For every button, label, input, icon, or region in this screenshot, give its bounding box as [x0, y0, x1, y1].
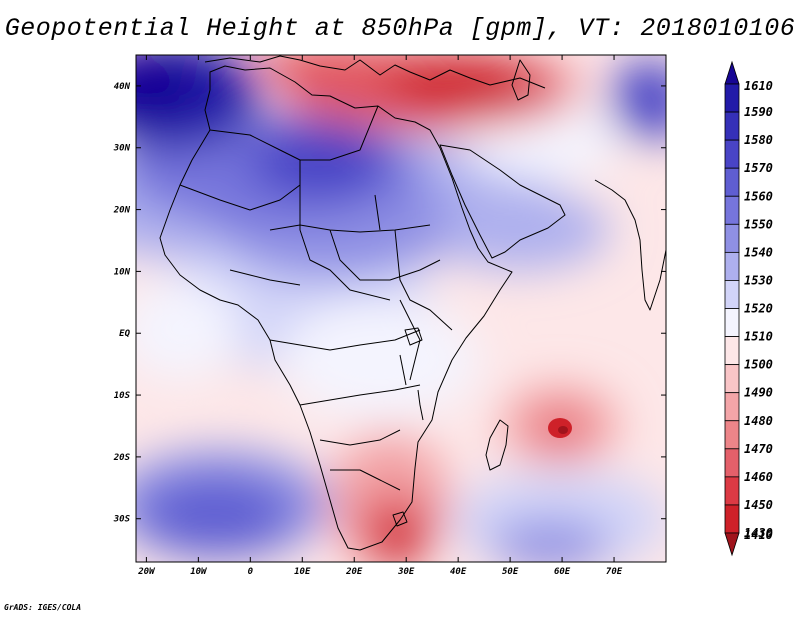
- colorbar-swatch: [724, 364, 740, 394]
- grads-credit: GrADS: IGES/COLA: [4, 603, 82, 612]
- colorbar-label: 1480: [744, 414, 773, 428]
- border-12: [229, 269, 301, 286]
- colorbar-swatch: [724, 195, 740, 225]
- colorbar-swatch: [724, 420, 740, 450]
- colorbar-label: 1610: [744, 79, 773, 93]
- lon-tick-label: 10W: [190, 567, 208, 577]
- border-4: [299, 160, 391, 301]
- lon-tick-label: 50E: [502, 567, 519, 577]
- lake-victoria: [404, 327, 423, 346]
- lake-malawi: [417, 389, 424, 421]
- map-title: Geopotential Height at 850hPa [gpm], VT:…: [4, 14, 796, 43]
- lon-tick-label: 20E: [345, 567, 363, 577]
- colorbar-label: 1540: [744, 245, 773, 259]
- colorbar: 1610 1590 1580 1570 1560 1550 1540 1530 1520 1510…: [724, 60, 773, 557]
- colorbar-label: 1580: [744, 133, 773, 147]
- lat-tick-label: 10N: [114, 267, 131, 277]
- lon-tick-label: 70E: [606, 567, 623, 577]
- colorbar-swatch: [724, 139, 740, 169]
- height-field: [136, 55, 666, 562]
- colorbar-swatch: [724, 83, 740, 113]
- india-coastline: [594, 179, 666, 311]
- map-frame: [135, 54, 667, 563]
- caspian-coastline: [511, 59, 531, 101]
- colorbar-swatch: [724, 504, 740, 534]
- border-5: [329, 229, 441, 281]
- lon-tick-label: 10E: [294, 567, 311, 577]
- border-9: [299, 384, 421, 406]
- colorbar-swatch: [724, 308, 740, 337]
- colorbar-label: 1510: [744, 330, 773, 344]
- colorbar-label: 1500: [744, 358, 773, 372]
- lat-tick-label: EQ: [119, 329, 130, 339]
- lesotho-border: [392, 511, 408, 527]
- arabia-coastline: [439, 144, 566, 259]
- colorbar-label: 1460: [744, 470, 773, 484]
- colorbar-label: 1570: [744, 161, 773, 175]
- longitude-axis: 20W 10W 0 10E 20E 30E 40E 50E 60E 70E: [137, 55, 623, 577]
- africa-coastline: [159, 65, 513, 551]
- lon-tick-label: 0: [248, 567, 254, 577]
- lon-tick-label: 30E: [397, 567, 415, 577]
- colorbar-swatch: [724, 392, 740, 422]
- lake-tanganyika: [399, 354, 407, 386]
- colorbar-swatch: [724, 336, 740, 366]
- border-10: [319, 429, 401, 446]
- border-6: [374, 194, 381, 231]
- colorbar-swatch: [724, 111, 740, 141]
- border-13: [399, 299, 421, 381]
- border-8: [269, 329, 421, 351]
- colorbar-label: 1550: [744, 217, 773, 231]
- colorbar-top-arrow: [724, 60, 740, 85]
- colorbar-swatch: [724, 167, 740, 197]
- border-2: [179, 184, 301, 211]
- colorbar-label: 1590: [744, 105, 773, 119]
- colorbar-label: 1450: [744, 498, 773, 512]
- lat-tick-label: 10S: [114, 391, 131, 401]
- colorbar-label: 1470: [744, 442, 773, 456]
- colorbar-swatch: [724, 476, 740, 506]
- colorbar-label: 1410: [744, 528, 773, 542]
- colorbar-label: 1530: [744, 273, 773, 287]
- lon-tick-label: 40E: [450, 567, 467, 577]
- colorbar-label: 1520: [744, 302, 773, 316]
- border-3: [269, 224, 431, 233]
- border-7: [394, 229, 453, 331]
- colorbar-label: 1430: [744, 526, 773, 540]
- lat-tick-label: 30S: [113, 515, 131, 525]
- lat-tick-label: 20N: [113, 206, 131, 216]
- colorbar-swatch: [724, 280, 740, 309]
- lon-tick-label: 20W: [137, 567, 156, 577]
- lat-tick-label: 20S: [113, 453, 131, 463]
- border-11: [330, 469, 401, 491]
- latitude-axis: 40N 30N 20N 10N EQ 10S 20S 30S: [113, 82, 666, 525]
- colorbar-swatch: [724, 251, 740, 281]
- colorbar-label: 1490: [744, 386, 773, 400]
- lat-tick-label: 30N: [113, 144, 131, 154]
- coastlines: [159, 55, 666, 551]
- lat-tick-label: 40N: [114, 82, 131, 92]
- lon-tick-label: 60E: [554, 567, 571, 577]
- madagascar-coastline: [485, 419, 509, 471]
- colorbar-bottom-arrow: [724, 532, 740, 557]
- colorbar-label: 1560: [744, 189, 773, 203]
- colorbar-swatch: [724, 448, 740, 478]
- colorbar-swatch: [724, 223, 740, 253]
- europe-coastline: [204, 55, 546, 89]
